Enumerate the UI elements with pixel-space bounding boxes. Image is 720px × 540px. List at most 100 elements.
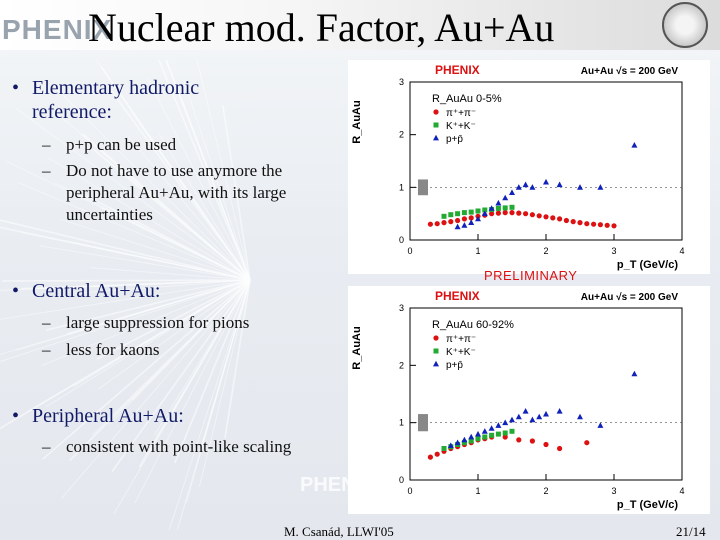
energy-label: Au+Au √s = 200 GeV — [581, 66, 679, 77]
data-point — [515, 413, 522, 420]
data-point — [495, 210, 501, 216]
legend-entry: K⁺+K⁻ — [446, 121, 476, 132]
data-point — [434, 451, 440, 457]
burst-track — [96, 60, 251, 281]
burst-track — [111, 279, 251, 472]
chart-panel-central: 0 1 2 3 4 0 1 2 3 R_AuAu p_T (GeV/c) PHENIX Au+Au √s… — [348, 60, 710, 274]
data-point — [631, 142, 638, 148]
sub-bullet-line: large suppression for pions — [66, 313, 250, 332]
data-point — [577, 413, 583, 420]
data-point — [447, 442, 454, 448]
data-point — [584, 221, 590, 227]
burst-track — [134, 279, 251, 504]
burst-track — [157, 60, 251, 281]
sub-bullet-marker: – — [42, 161, 51, 180]
burst-track — [55, 279, 251, 289]
data-point — [529, 416, 536, 423]
data-point — [509, 210, 515, 216]
x-tick-label: 2 — [543, 486, 548, 496]
data-point — [461, 440, 467, 446]
sub-bullet-marker: – — [42, 313, 51, 332]
header-band — [0, 0, 720, 50]
burst-track — [97, 279, 251, 390]
burst-track — [17, 182, 251, 281]
y-tick-label: 2 — [399, 360, 404, 370]
burst-track — [21, 279, 251, 290]
y-tick-label: 1 — [399, 182, 404, 192]
burst-track — [0, 226, 251, 281]
x-tick-label: 3 — [611, 486, 616, 496]
burst-track — [92, 279, 251, 436]
burst-track — [120, 170, 251, 281]
phenix-logo: PHENIX — [2, 14, 113, 45]
burst-track — [101, 207, 251, 281]
y-tick-label: 3 — [399, 303, 404, 313]
sub-bullet-marker: – — [42, 437, 51, 456]
y-tick-label: 0 — [399, 475, 404, 485]
data-point — [475, 436, 481, 442]
sub-bullet-marker: – — [42, 135, 51, 154]
y-axis-label: R_AuAu — [351, 100, 363, 143]
data-point — [529, 184, 536, 190]
data-point — [563, 217, 569, 224]
x-tick-label: 4 — [679, 486, 684, 496]
burst-track — [86, 195, 251, 281]
data-point — [522, 408, 529, 414]
sub-bullet-line: uncertainties — [66, 205, 153, 224]
burst-track — [46, 156, 251, 281]
data-point — [489, 211, 495, 217]
data-point — [516, 437, 522, 443]
data-point — [557, 216, 563, 222]
data-point — [543, 214, 549, 220]
normalization-uncertainty-box — [418, 414, 428, 432]
data-point — [502, 205, 508, 211]
legend-centrality: R_AuAu 60-92% — [432, 319, 514, 331]
x-tick-label: 2 — [543, 246, 548, 256]
burst-track — [185, 279, 251, 504]
x-tick-label: 1 — [475, 246, 480, 256]
data-point — [509, 189, 515, 195]
burst-track — [173, 279, 251, 464]
data-point — [495, 422, 502, 428]
data-point — [441, 220, 447, 226]
burst-track — [196, 60, 251, 281]
burst-track — [45, 279, 251, 408]
data-point — [482, 207, 488, 213]
legend-entry: π⁺+π⁻ — [446, 108, 476, 119]
burst-track — [166, 279, 251, 422]
footer-page-number: 21/14 — [676, 524, 706, 539]
data-point — [543, 441, 549, 448]
data-point — [597, 184, 604, 190]
burst-track — [222, 104, 251, 281]
data-point — [495, 199, 502, 206]
legend-entry: π⁺+π⁻ — [446, 334, 476, 345]
sub-bullet-line: Do not have to use anymore the — [66, 161, 283, 180]
legend-marker — [433, 335, 439, 341]
burst-track — [158, 132, 251, 281]
data-point — [454, 439, 461, 446]
data-point — [604, 222, 610, 228]
bullet-elementary-reference: • Elementary hadronic reference: — [12, 76, 200, 124]
burst-track — [69, 279, 251, 461]
x-axis-label: p_T (GeV/c) — [617, 259, 678, 271]
burst-track — [73, 242, 251, 281]
burst-track — [21, 232, 251, 281]
sub-bullet-peripheral-reference: – Do not have to use anymore the periphe… — [42, 160, 286, 226]
university-seal-icon — [662, 2, 708, 48]
data-point — [448, 219, 454, 225]
sub-bullet-pp: – p+p can be used — [42, 134, 176, 156]
burst-track — [53, 86, 251, 281]
bullet-line: Elementary hadronic — [32, 77, 200, 99]
sub-bullet-pion-suppression: – large suppression for pions — [42, 312, 250, 334]
data-point — [481, 210, 488, 217]
data-point — [509, 416, 515, 423]
data-point — [434, 221, 440, 227]
data-point — [591, 221, 597, 227]
data-point — [441, 213, 447, 219]
data-point — [455, 217, 461, 224]
data-point — [441, 446, 447, 451]
data-point — [461, 216, 467, 222]
data-point — [550, 215, 556, 221]
burst-track — [113, 279, 251, 514]
data-point — [597, 422, 604, 428]
